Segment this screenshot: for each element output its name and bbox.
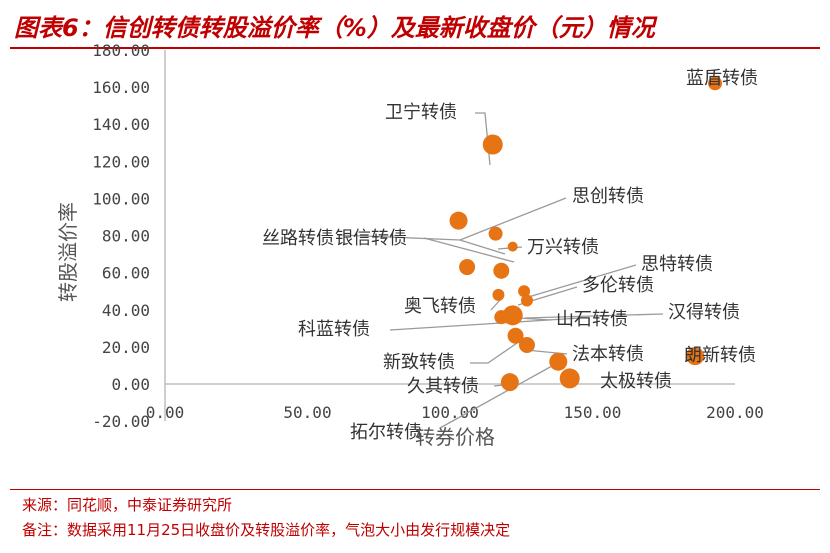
leader-line (423, 237, 515, 263)
y-axis-title: 转股溢价率 (56, 202, 80, 302)
bubble-point (518, 285, 531, 298)
bubble-point (507, 241, 518, 252)
y-tick-label: 160.00 (92, 78, 150, 97)
y-tick-label: 140.00 (92, 115, 150, 134)
x-tick-label: 0.00 (146, 403, 185, 422)
y-tick-label: 180.00 (92, 41, 150, 60)
point-label: 科蓝转债 (298, 319, 370, 340)
y-tick-label: -20.00 (92, 412, 150, 431)
bubble-point (482, 134, 503, 155)
bubble-point (686, 347, 705, 366)
point-label: 丝路转债 (262, 228, 334, 249)
leader-line (524, 313, 664, 319)
scatter-chart: -20.000.0020.0040.0060.0080.00100.00120.… (56, 41, 764, 449)
title-divider (10, 47, 820, 49)
point-label: 朗新转债 (684, 345, 756, 366)
point-label: 山石转债 (556, 309, 628, 330)
point-label: 久其转债 (407, 376, 479, 397)
x-tick-label: 150.00 (564, 403, 622, 422)
bubble-point (459, 259, 476, 276)
point-label: 汉得转债 (668, 302, 740, 323)
x-tick-label: 50.00 (283, 403, 331, 422)
y-tick-label: 60.00 (102, 264, 150, 283)
point-label: 卫宁转债 (385, 102, 457, 123)
bubble-point (549, 352, 568, 371)
x-tick-label: 200.00 (706, 403, 764, 422)
bubble-point (507, 327, 524, 344)
source-note: 来源：同花顺，中泰证券研究所 (22, 496, 233, 514)
point-label: 蓝盾转债 (686, 68, 758, 89)
point-label: 新致转债 (383, 352, 455, 373)
y-tick-label: 80.00 (102, 227, 150, 246)
leader-line (459, 197, 567, 241)
leader-line (439, 365, 553, 429)
bubble-point (493, 262, 510, 279)
y-tick-label: 40.00 (102, 301, 150, 320)
footer-divider (10, 489, 820, 490)
bubble-point (494, 310, 509, 325)
bubble-point (708, 76, 723, 91)
point-label: 太极转债 (600, 371, 672, 392)
bubbles (449, 76, 723, 392)
bubble-point (518, 337, 535, 354)
point-label: 法本转债 (572, 344, 644, 365)
bubble-point (492, 288, 505, 301)
point-label: 思创转债 (572, 186, 644, 207)
point-label: 万兴转债 (527, 237, 599, 258)
chart-axes: -20.000.0020.0040.0060.0080.00100.00120.… (92, 41, 764, 431)
leader-line (339, 234, 506, 255)
point-label: 奥飞转债 (404, 296, 476, 317)
bubble-point (449, 211, 468, 230)
point-label: 多伦转债 (582, 275, 654, 296)
leader-line (389, 317, 581, 331)
bubble-point (520, 294, 533, 307)
bubble-point (502, 305, 523, 326)
leader-line (470, 340, 521, 364)
bubble-point (500, 373, 519, 392)
leader-line (524, 264, 637, 299)
bubble-point (559, 368, 580, 389)
x-tick-label: 100.00 (421, 403, 479, 422)
point-label: 拓尔转债 (350, 422, 422, 443)
x-axis-title: 转券价格 (415, 425, 495, 449)
y-tick-label: 100.00 (92, 189, 150, 208)
chart-title: 图表6：信创转债转股溢价率（%）及最新收盘价（元）情况 (14, 14, 655, 42)
y-tick-label: 120.00 (92, 152, 150, 171)
remark-note: 备注：数据采用11月25日收盘价及转股溢价率，气泡大小由发行规模决定 (22, 521, 511, 539)
leader-line (490, 299, 501, 311)
y-tick-label: 0.00 (111, 375, 150, 394)
bubble-point (488, 226, 503, 241)
point-label: 银信转债 (335, 228, 407, 249)
point-label: 思特转债 (641, 254, 713, 275)
y-tick-label: 20.00 (102, 338, 150, 357)
